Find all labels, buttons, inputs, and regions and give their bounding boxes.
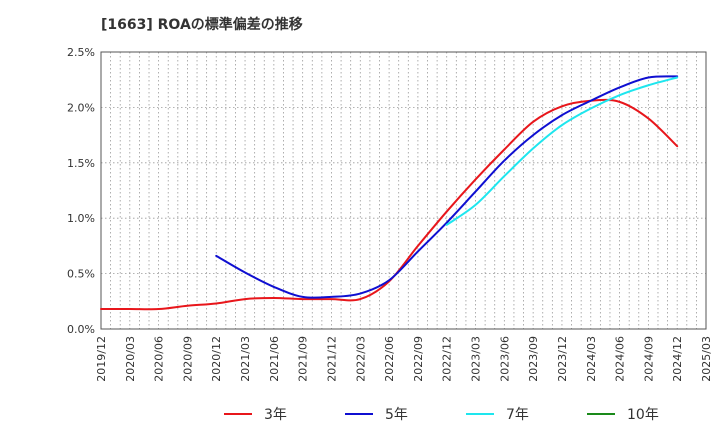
x-tick-label: 2023/09 [527,336,540,382]
y-tick-label: 0.0% [67,323,95,336]
y-tick-label: 2.0% [67,101,95,114]
x-tick-label: 2024/03 [585,336,598,382]
x-tick-label: 2021/03 [239,336,252,382]
x-tick-label: 2023/06 [498,336,511,382]
axes: 0.0% 0.5% 1.0% 1.5% 2.0% 2.5% 2019/12 2020/03 20… [67,46,713,382]
plot-area [101,52,706,329]
legend-label: 5年 [385,407,408,423]
legend: 3年 5年 7年 10年 [224,407,659,423]
x-tick-label: 2023/12 [556,336,569,382]
x-tick-label: 2022/06 [383,336,396,382]
x-tick-label: 2024/12 [671,336,684,382]
x-tick-label: 2020/03 [124,336,137,382]
x-tick-label: 2020/06 [153,336,166,382]
x-tick-label: 2023/03 [470,336,483,382]
x-tick-label: 2022/12 [441,336,454,382]
y-tick-label: 0.5% [67,268,95,281]
x-tick-label: 2021/12 [325,336,338,382]
x-tick-label: 2022/09 [412,336,425,382]
x-tick-label: 2020/12 [210,336,223,382]
plot-border [100,51,707,330]
x-tick-label: 2021/09 [297,336,310,382]
chart-title: [1663] ROAの標準偏差の推移 [101,17,303,33]
y-tick-label: 1.5% [67,157,95,170]
series-line-7年 [445,76,679,226]
y-tick-label: 1.0% [67,212,95,225]
x-tick-label: 2024/09 [642,336,655,382]
x-tick-label: 2020/09 [181,336,194,382]
legend-label: 10年 [627,407,659,423]
x-tick-label: 2024/06 [614,336,627,382]
legend-label: 3年 [264,407,287,423]
series-line-5年 [215,75,679,299]
x-tick-label: 2021/06 [268,336,281,382]
x-tick-label: 2019/12 [95,336,108,382]
legend-label: 7年 [506,407,529,423]
x-tick-label: 2025/03 [700,336,713,382]
series-lines [100,75,679,311]
y-tick-label: 2.5% [67,46,95,59]
x-tick-label: 2022/03 [354,336,367,382]
